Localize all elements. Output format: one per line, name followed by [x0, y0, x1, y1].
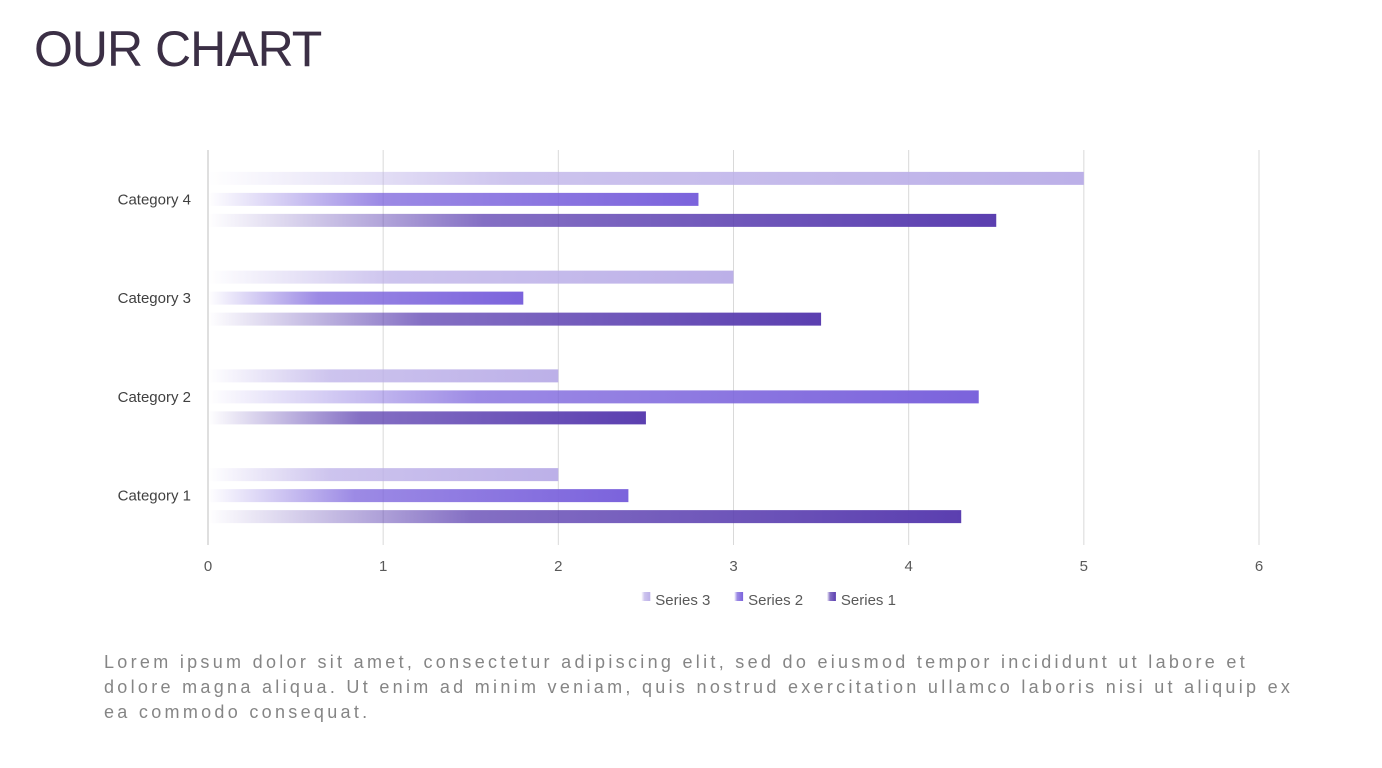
bar-series-3-category-4: [208, 171, 1084, 185]
bar-series-1-category-1: [208, 510, 962, 524]
body-text: Lorem ipsum dolor sit amet, consectetur …: [104, 652, 1294, 722]
x-tick-label: 4: [904, 558, 912, 575]
bar-series-3-category-1: [208, 468, 559, 482]
axis-labels: 0 1 2 3 4 5 6 Category 1 Category 2 Category 3 Cat…: [118, 191, 1264, 575]
legend-swatch: [641, 592, 651, 601]
bar-series-2-category-2: [208, 390, 979, 404]
legend-swatch: [826, 592, 836, 601]
x-tick-label: 2: [554, 558, 562, 575]
x-tick-label: 1: [379, 558, 387, 575]
legend-label: Series 2: [748, 592, 803, 609]
y-category-label: Category 3: [118, 290, 191, 307]
bar-series-2-category-1: [208, 489, 629, 503]
bar-series-2-category-4: [208, 192, 699, 206]
y-category-label: Category 4: [118, 191, 191, 208]
y-category-label: Category 2: [118, 389, 191, 406]
bars: [208, 171, 1084, 524]
x-tick-label: 5: [1080, 558, 1088, 575]
legend-item-series-2: Series 2: [734, 592, 803, 609]
bar-chart: 0 1 2 3 4 5 6 Category 1 Category 2 Category 3 Cat…: [118, 150, 1264, 609]
legend-item-series-1: Series 1: [826, 592, 896, 609]
bar-series-3-category-2: [208, 369, 559, 383]
page-title: OUR CHART: [34, 21, 322, 77]
legend-item-series-3: Series 3: [641, 592, 710, 609]
bar-series-2-category-3: [208, 291, 524, 305]
bar-series-1-category-2: [208, 411, 646, 425]
bar-series-1-category-3: [208, 312, 822, 326]
x-tick-label: 0: [204, 558, 212, 575]
bar-series-1-category-4: [208, 213, 997, 227]
legend-label: Series 3: [655, 592, 710, 609]
gridlines: [207, 150, 1260, 545]
legend-swatch: [734, 592, 744, 601]
bar-series-3-category-3: [208, 270, 734, 284]
legend: Series 3 Series 2 Series 1: [641, 592, 896, 609]
x-tick-label: 6: [1255, 558, 1263, 575]
x-tick-label: 3: [729, 558, 737, 575]
y-category-label: Category 1: [118, 488, 191, 505]
legend-label: Series 1: [841, 592, 896, 609]
